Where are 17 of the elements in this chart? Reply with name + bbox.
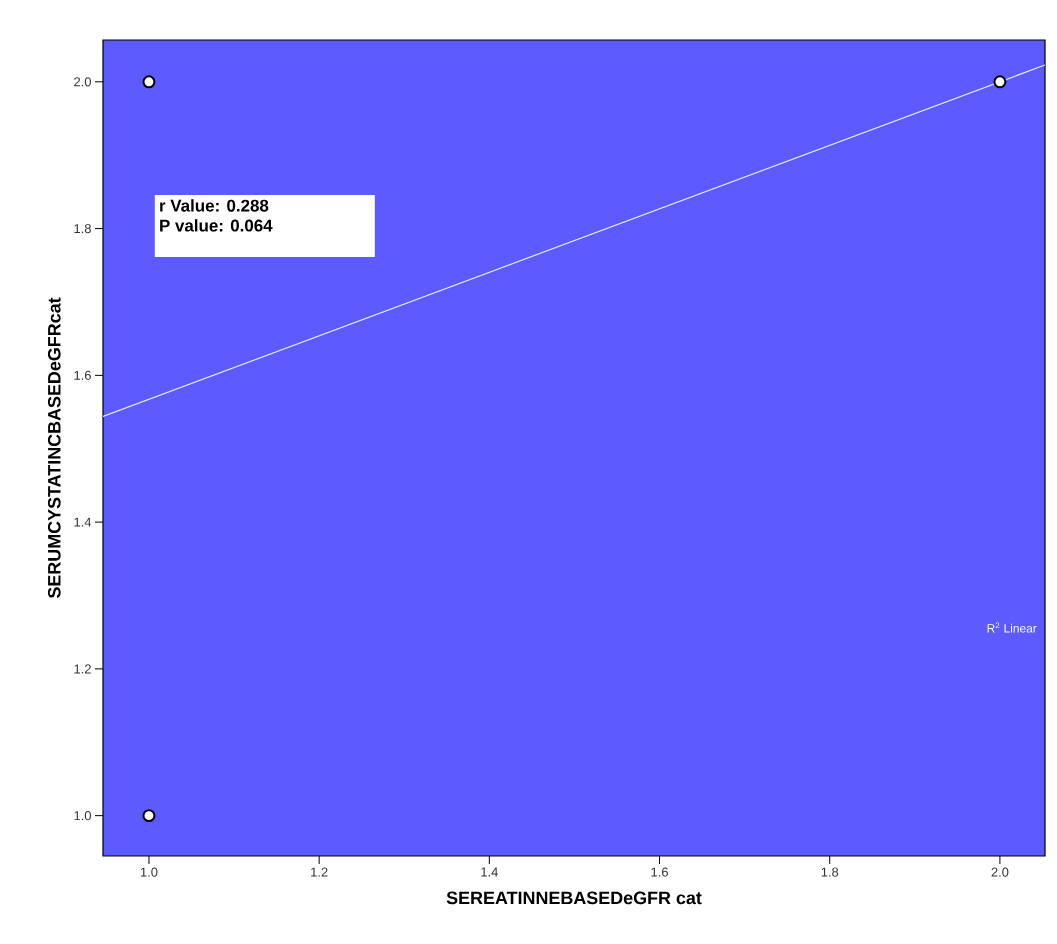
y-tick-label: 1.4 <box>74 517 92 527</box>
annotation: R$^{2}$ Linear <box>987 622 1037 633</box>
x-tick-label: 1.2 <box>311 867 328 877</box>
x-tick-label: 1.6 <box>651 867 668 877</box>
annotation: P value: 0.064 <box>160 219 273 232</box>
x-tick-label: 1.8 <box>821 867 839 877</box>
annotation: r Value: 0.288 <box>160 199 269 212</box>
x-axis-title: SEREATINNEBASEDeGFR cat <box>446 891 702 905</box>
y-tick-label: 2.0 <box>74 77 91 87</box>
y-tick-label: 1.0 <box>74 811 91 821</box>
x-tick-label: 2.0 <box>991 867 1009 877</box>
y-tick-label: 1.2 <box>74 664 91 674</box>
y-tick-label: 1.6 <box>74 370 91 380</box>
x-tick-label: 1.4 <box>481 867 498 877</box>
y-tick-label: 1.8 <box>74 223 91 234</box>
x-tick-label: 1.0 <box>140 867 158 877</box>
y-axis-title: SERUMCYSTATINCBASEDeGFRcat <box>47 297 61 599</box>
